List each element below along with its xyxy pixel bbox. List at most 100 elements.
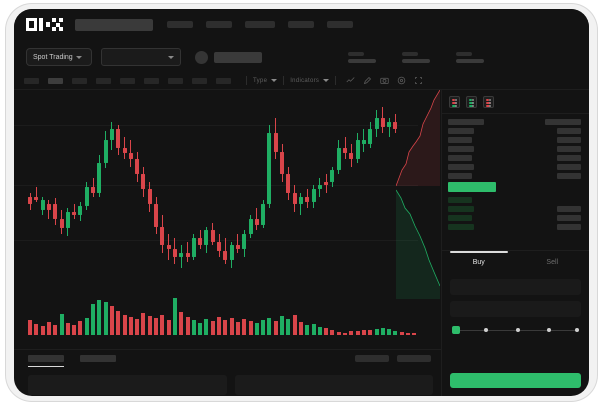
bid-amount bbox=[557, 215, 581, 221]
timeframe-button-5[interactable] bbox=[120, 77, 135, 84]
pencil-icon[interactable] bbox=[363, 76, 372, 85]
open-orders-box[interactable] bbox=[28, 375, 227, 395]
column-header-total bbox=[545, 119, 581, 125]
candle-body bbox=[280, 151, 284, 175]
tab-open-orders[interactable] bbox=[28, 355, 64, 367]
toolbar-divider bbox=[335, 76, 337, 85]
order-book-mode-both[interactable] bbox=[449, 96, 460, 108]
ask-price bbox=[448, 128, 474, 134]
camera-icon[interactable] bbox=[380, 76, 389, 85]
nav-item-2[interactable] bbox=[206, 21, 232, 28]
price-chart[interactable] bbox=[14, 90, 418, 349]
bid-amount bbox=[557, 206, 581, 212]
order-book-mode-asks[interactable] bbox=[483, 96, 494, 108]
candle-body bbox=[229, 245, 234, 261]
order-book-ask-row[interactable] bbox=[442, 155, 589, 164]
volume-bar bbox=[78, 321, 83, 335]
line-chart-icon[interactable] bbox=[346, 76, 355, 85]
order-book-bid-row[interactable] bbox=[442, 197, 589, 206]
candle-wick bbox=[344, 136, 346, 160]
timeframe-button-3[interactable] bbox=[72, 77, 87, 84]
order-book-header-row bbox=[442, 119, 589, 128]
candle-body bbox=[135, 159, 140, 175]
order-book-ask-row[interactable] bbox=[442, 137, 589, 146]
search-input[interactable] bbox=[75, 18, 153, 31]
slider-handle[interactable] bbox=[452, 326, 460, 334]
indicators-label[interactable]: Indicators bbox=[290, 77, 320, 84]
chart-type-label[interactable]: Type bbox=[253, 77, 268, 84]
volume-bar bbox=[235, 322, 240, 335]
settings-icon[interactable] bbox=[397, 76, 406, 85]
candle-body bbox=[141, 174, 146, 190]
order-book-mode-bids[interactable] bbox=[466, 96, 477, 108]
toolbar-divider bbox=[246, 76, 247, 85]
volume-bar bbox=[109, 306, 114, 335]
nav-item-3[interactable] bbox=[245, 21, 275, 28]
okx-logo-icon[interactable] bbox=[26, 18, 63, 31]
amount-field[interactable] bbox=[450, 301, 581, 317]
candle-body bbox=[343, 147, 347, 154]
order-book-ask-row[interactable] bbox=[442, 173, 589, 182]
trading-pair-select[interactable] bbox=[101, 48, 181, 66]
tab-sell[interactable]: Sell bbox=[516, 251, 590, 273]
timeframe-button-1[interactable] bbox=[24, 77, 39, 84]
fullscreen-icon[interactable] bbox=[414, 76, 423, 85]
slider-stop-100[interactable] bbox=[575, 328, 579, 332]
tab-order-history[interactable] bbox=[80, 355, 116, 362]
chevron-down-icon[interactable] bbox=[271, 79, 278, 82]
volume-bar bbox=[229, 318, 234, 335]
mid-price-highlight bbox=[448, 182, 496, 192]
candle-body bbox=[380, 117, 385, 128]
volume-bar bbox=[160, 315, 165, 335]
orders-panel-actions bbox=[355, 355, 431, 362]
order-book-ask-row[interactable] bbox=[442, 146, 589, 155]
timeframe-button-8[interactable] bbox=[192, 77, 207, 84]
timeframe-button-7[interactable] bbox=[168, 77, 183, 84]
volume-bar bbox=[135, 319, 140, 335]
action-button-2[interactable] bbox=[397, 355, 431, 362]
order-book-bid-row[interactable] bbox=[442, 215, 589, 224]
timeframe-button-2[interactable] bbox=[48, 77, 63, 84]
positions-box[interactable] bbox=[234, 375, 433, 395]
slider-stop-75[interactable] bbox=[547, 328, 552, 332]
ask-amount bbox=[557, 128, 581, 134]
timeframe-button-4[interactable] bbox=[96, 77, 111, 84]
volume-bar bbox=[46, 322, 51, 335]
candle-body bbox=[147, 189, 152, 205]
volume-bar bbox=[361, 329, 366, 335]
candle-body bbox=[223, 250, 228, 261]
ask-price bbox=[448, 137, 472, 143]
last-price-value bbox=[214, 51, 262, 63]
candle-body bbox=[116, 129, 121, 148]
chevron-down-icon[interactable] bbox=[323, 79, 330, 82]
depth-bid-area bbox=[396, 190, 440, 299]
chart-toolbar: Type Indicators bbox=[14, 72, 589, 90]
tab-buy[interactable]: Buy bbox=[442, 251, 516, 273]
nav-item-5[interactable] bbox=[327, 21, 353, 28]
price-field[interactable] bbox=[450, 279, 581, 295]
nav-item-1[interactable] bbox=[167, 21, 193, 28]
nav-item-4[interactable] bbox=[288, 21, 314, 28]
spot-trading-dropdown[interactable]: Spot Trading bbox=[26, 48, 92, 66]
timeframe-button-6[interactable] bbox=[144, 77, 159, 84]
volume-bar bbox=[217, 317, 221, 335]
slider-stop-25[interactable] bbox=[483, 328, 488, 332]
slider-stop-50[interactable] bbox=[515, 328, 520, 332]
submit-buy-button[interactable] bbox=[450, 373, 581, 388]
candle-body bbox=[324, 181, 329, 186]
action-button-1[interactable] bbox=[355, 355, 389, 362]
depth-bid-line bbox=[396, 189, 440, 287]
order-book-ask-row[interactable] bbox=[442, 128, 589, 137]
candle-body bbox=[78, 205, 83, 216]
volume-bar bbox=[380, 328, 385, 335]
order-book-bid-row[interactable] bbox=[442, 224, 589, 233]
trade-form-panel: Buy Sell bbox=[441, 250, 589, 396]
amount-slider[interactable] bbox=[452, 326, 579, 334]
volume-bar bbox=[393, 331, 398, 335]
timeframe-button-9[interactable] bbox=[216, 77, 231, 84]
order-book-ask-row[interactable] bbox=[442, 164, 589, 173]
candle-body bbox=[97, 162, 102, 193]
order-book-bid-row[interactable] bbox=[442, 206, 589, 215]
volume-bar bbox=[191, 320, 196, 335]
